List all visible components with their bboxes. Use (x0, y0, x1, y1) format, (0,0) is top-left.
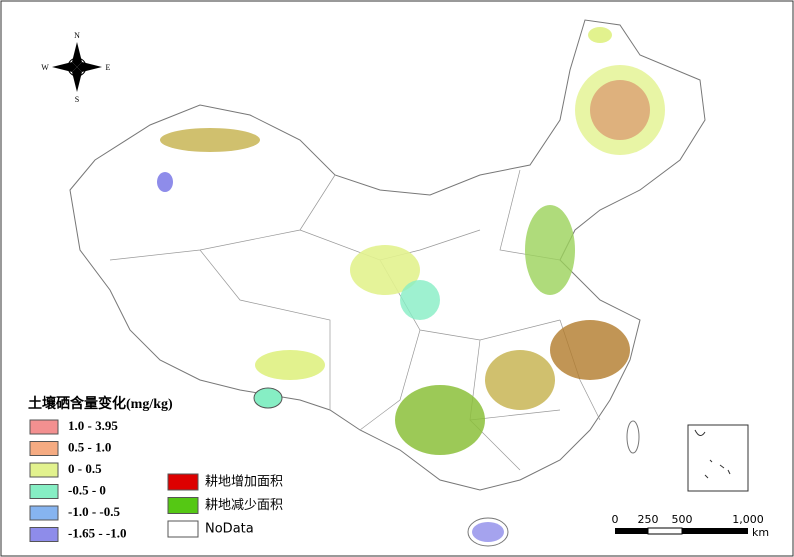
legend-swatch (167, 520, 199, 538)
compass-e: E (106, 63, 111, 72)
compass-rose (52, 42, 102, 92)
legend-title: 土壤硒含量变化(mg/kg) (28, 395, 173, 412)
legend-label: 耕地增加面积 (205, 474, 283, 490)
legend-swatch (29, 419, 59, 435)
legend-swatch (29, 441, 59, 456)
legend-swatch (167, 473, 199, 491)
legend-swatch (29, 527, 59, 542)
legend-swatch (29, 462, 59, 478)
legend-swatch (29, 484, 59, 499)
legend-label: NoData (205, 522, 254, 537)
legend-label: 1.0 - 3.95 (68, 418, 118, 433)
legend-swatch (167, 497, 199, 514)
scale-bar (615, 527, 748, 535)
legend-label: -1.65 - -1.0 (68, 525, 127, 540)
scale-label: 500 (672, 513, 693, 526)
taiwan (626, 420, 640, 454)
region-patches (157, 27, 665, 542)
scale-label: 250 (638, 513, 659, 526)
legend-label: 0.5 - 1.0 (68, 439, 111, 454)
legend-label: 耕地减少面积 (205, 497, 283, 513)
inset (687, 424, 749, 492)
legend-label: -1.0 - -0.5 (68, 504, 120, 519)
compass-s: S (75, 95, 79, 104)
scale-label: 0 (612, 513, 619, 526)
legend-swatch (29, 505, 59, 521)
scale-unit: km (752, 526, 769, 539)
compass-n: N (74, 31, 80, 40)
scale-label: 1,000 (732, 513, 764, 526)
legend-label: -0.5 - 0 (68, 482, 106, 497)
legend-label: 0 - 0.5 (68, 461, 102, 476)
compass-w: W (41, 63, 49, 72)
